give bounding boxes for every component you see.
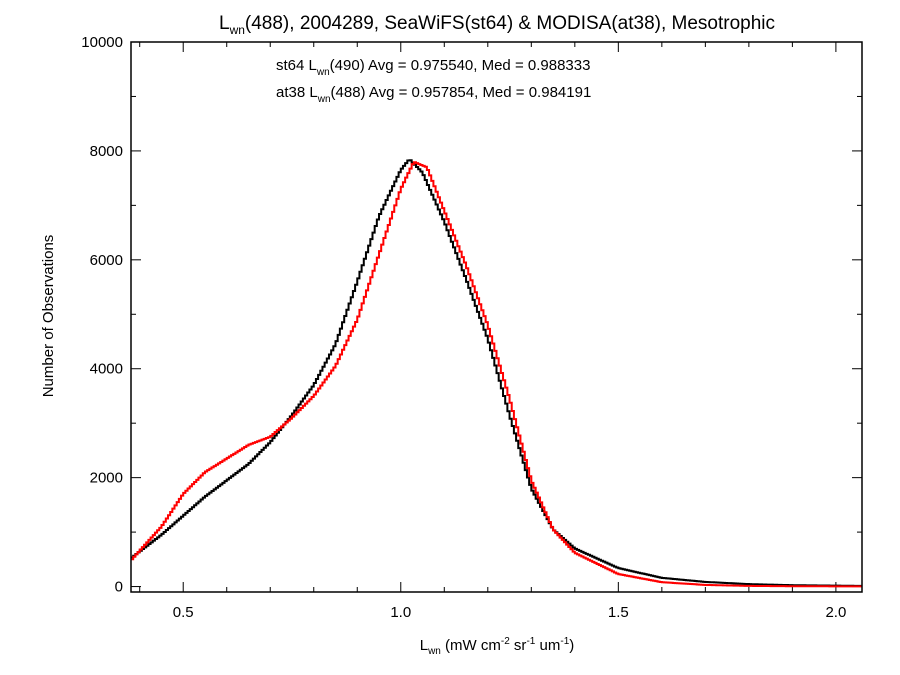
x-tick-label: 1.5 bbox=[608, 604, 629, 621]
y-tick-label: 4000 bbox=[90, 361, 123, 378]
x-tick-label: 1.0 bbox=[390, 604, 411, 621]
y-tick-label: 0 bbox=[115, 579, 123, 596]
annotation-st64: st64 Lwn(490) Avg = 0.975540, Med = 0.98… bbox=[276, 57, 590, 78]
y-tick-label: 2000 bbox=[90, 470, 123, 487]
annotation-at38: at38 Lwn(488) Avg = 0.957854, Med = 0.98… bbox=[276, 84, 591, 105]
chart-title: Lwn(488), 2004289, SeaWiFS(st64) & MODIS… bbox=[219, 13, 775, 37]
plot-frame bbox=[130, 41, 863, 593]
histogram-series-1 bbox=[131, 161, 862, 588]
x-tick-label: 2.0 bbox=[825, 604, 846, 621]
y-tick-label: 6000 bbox=[90, 252, 123, 269]
y-axis-label: Number of Observations bbox=[40, 235, 57, 398]
x-tick-label: 0.5 bbox=[173, 604, 194, 621]
x-axis-label: Lwn (mW cm-2 sr-1 um-1) bbox=[420, 636, 575, 657]
y-tick-label: 10000 bbox=[81, 34, 123, 51]
histogram-series-0 bbox=[131, 159, 862, 587]
y-tick-label: 8000 bbox=[90, 143, 123, 160]
